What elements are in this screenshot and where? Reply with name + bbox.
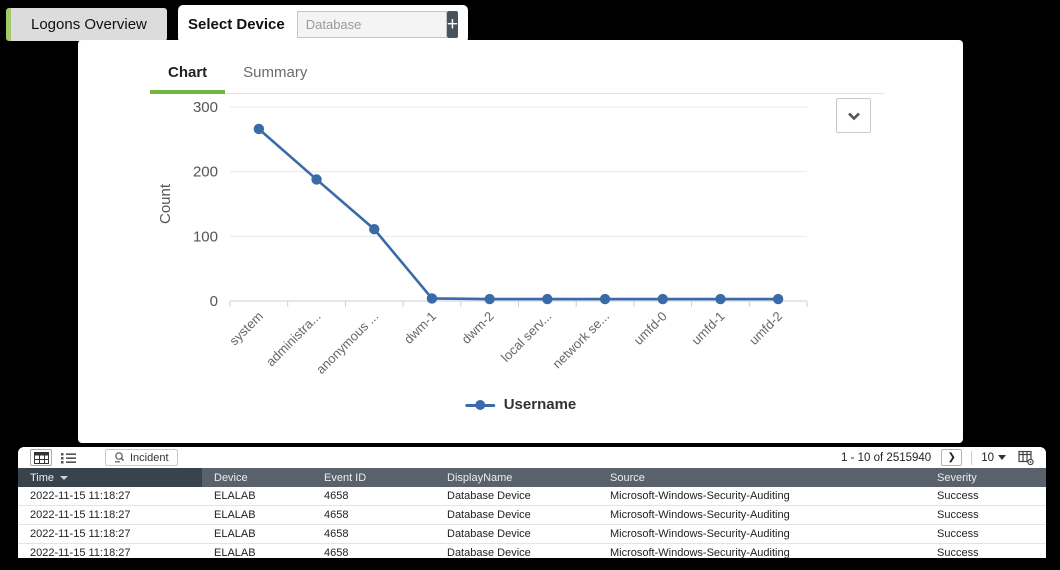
- svg-text:local serv...: local serv...: [498, 309, 554, 365]
- sort-desc-icon: [60, 475, 69, 480]
- cell-displayname: Database Device: [447, 509, 531, 521]
- cell-source: Microsoft-Windows-Security-Auditing: [610, 490, 790, 502]
- pagination-range-label: 1 - 10 of 2515940: [841, 451, 932, 464]
- incident-button[interactable]: Incident: [105, 449, 178, 466]
- chart-legend[interactable]: Username: [464, 396, 577, 413]
- table-toolbar: Incident 1 - 10 of 2515940 ❯ 10: [18, 447, 1046, 468]
- cell-source: Microsoft-Windows-Security-Auditing: [610, 509, 790, 521]
- device-search-input[interactable]: [296, 10, 447, 38]
- cell-time: 2022-11-15 11:18:27: [30, 490, 131, 502]
- chart-tabs: Chart Summary: [150, 54, 325, 94]
- tab-underline-track: [150, 93, 884, 94]
- next-page-button[interactable]: ❯: [941, 449, 963, 466]
- table-row[interactable]: 2022-11-15 11:18:27 ELALAB 4658 Database…: [18, 506, 1046, 525]
- incident-icon: [115, 452, 125, 463]
- svg-text:administra...: administra...: [263, 309, 324, 370]
- overview-tab[interactable]: Logons Overview: [6, 8, 167, 41]
- cell-severity: Success: [937, 509, 979, 521]
- table-row[interactable]: 2022-11-15 11:18:27 ELALAB 4658 Database…: [18, 525, 1046, 544]
- table-header-row: Time Device Event ID DisplayName Source …: [18, 468, 1046, 487]
- cell-displayname: Database Device: [447, 490, 531, 502]
- cell-time: 2022-11-15 11:18:27: [30, 528, 131, 540]
- column-header-event-id[interactable]: Event ID: [324, 471, 367, 484]
- legend-series-label: Username: [503, 396, 577, 413]
- svg-text:Count: Count: [157, 183, 174, 224]
- cell-time: 2022-11-15 11:18:27: [30, 509, 131, 521]
- list-view-button[interactable]: [57, 449, 79, 466]
- column-header-severity[interactable]: Severity: [937, 471, 977, 484]
- cell-device: ELALAB: [214, 509, 256, 521]
- cell-source: Microsoft-Windows-Security-Auditing: [610, 547, 790, 558]
- column-header-device[interactable]: Device: [214, 471, 248, 484]
- svg-text:dwm-2: dwm-2: [459, 309, 497, 347]
- svg-text:umfd-1: umfd-1: [688, 309, 727, 348]
- cell-severity: Success: [937, 547, 979, 558]
- table-view-icon: [33, 451, 49, 464]
- select-device-label: Select Device: [188, 15, 285, 33]
- select-device-panel: Select Device +: [178, 5, 468, 43]
- tab-summary[interactable]: Summary: [243, 64, 308, 81]
- dropdown-caret-icon: [998, 455, 1006, 460]
- cell-device: ELALAB: [214, 547, 256, 558]
- svg-text:300: 300: [193, 99, 218, 116]
- table-body: 2022-11-15 11:18:27 ELALAB 4658 Database…: [18, 487, 1046, 558]
- list-view-icon: [60, 452, 76, 463]
- cell-event-id: 4658: [324, 490, 349, 502]
- table-view-button[interactable]: [30, 449, 52, 466]
- events-table-panel: Incident 1 - 10 of 2515940 ❯ 10 Time: [18, 447, 1046, 558]
- add-device-button[interactable]: +: [446, 10, 458, 38]
- chevron-down-icon: [847, 112, 860, 120]
- cell-source: Microsoft-Windows-Security-Auditing: [610, 528, 790, 540]
- table-row[interactable]: 2022-11-15 11:18:27 ELALAB 4658 Database…: [18, 544, 1046, 558]
- page-size-value: 10: [981, 451, 994, 464]
- page-size-dropdown[interactable]: 10: [981, 452, 1006, 464]
- svg-text:system: system: [226, 309, 266, 349]
- overview-tab-label: Logons Overview: [31, 16, 147, 33]
- cell-event-id: 4658: [324, 528, 349, 540]
- cell-event-id: 4658: [324, 509, 349, 521]
- incident-button-label: Incident: [130, 451, 169, 464]
- tab-chart[interactable]: Chart: [150, 54, 226, 94]
- cell-severity: Success: [937, 490, 979, 502]
- column-settings-icon[interactable]: [1018, 450, 1034, 465]
- cell-device: ELALAB: [214, 528, 256, 540]
- table-row[interactable]: 2022-11-15 11:18:27 ELALAB 4658 Database…: [18, 487, 1046, 506]
- cell-time: 2022-11-15 11:18:27: [30, 547, 131, 558]
- toolbar-divider: [971, 450, 973, 465]
- svg-text:umfd-2: umfd-2: [746, 309, 785, 348]
- svg-text:100: 100: [193, 228, 218, 245]
- cell-severity: Success: [937, 528, 979, 540]
- column-header-displayname[interactable]: DisplayName: [447, 471, 513, 484]
- cell-device: ELALAB: [214, 490, 256, 502]
- legend-line-marker-icon: [464, 399, 495, 410]
- svg-text:0: 0: [210, 293, 218, 310]
- svg-text:umfd-0: umfd-0: [631, 309, 670, 348]
- svg-text:dwm-1: dwm-1: [401, 309, 439, 347]
- chart-panel: Chart Summary 0 100 200 300 system administra…: [78, 40, 963, 443]
- svg-text:network se...: network se...: [549, 309, 612, 372]
- column-header-time[interactable]: Time: [18, 468, 202, 487]
- cell-displayname: Database Device: [447, 528, 531, 540]
- column-header-source[interactable]: Source: [610, 471, 645, 484]
- cell-event-id: 4658: [324, 547, 349, 558]
- collapse-chart-button[interactable]: [836, 98, 871, 133]
- svg-text:200: 200: [193, 164, 218, 181]
- cell-displayname: Database Device: [447, 547, 531, 558]
